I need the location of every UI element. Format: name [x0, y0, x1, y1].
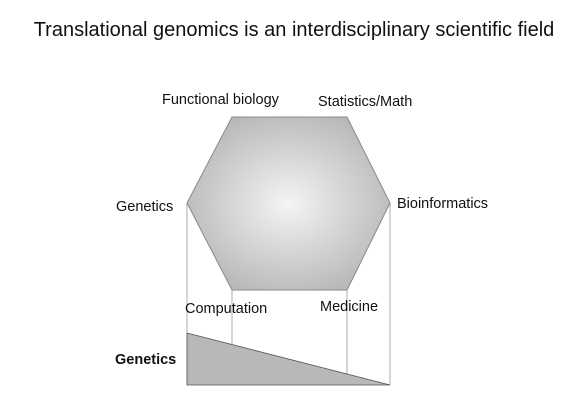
genetics-projection-wedge — [186, 332, 391, 386]
vertex-label-genetics: Genetics — [116, 199, 174, 215]
vertex-label-bioinformatics: Bioinformatics — [397, 196, 489, 212]
slide-title: Translational genomics is an interdiscip… — [33, 19, 555, 41]
hexagon-shape — [186, 116, 391, 291]
vertex-label-statistics-math: Statistics/Math — [318, 94, 413, 110]
vertex-label-computation: Computation — [185, 301, 268, 317]
vertex-label-medicine: Medicine — [320, 299, 379, 315]
vertex-label-functional-biology: Functional biology — [162, 92, 279, 108]
projection-label-genetics: Genetics — [115, 352, 177, 368]
